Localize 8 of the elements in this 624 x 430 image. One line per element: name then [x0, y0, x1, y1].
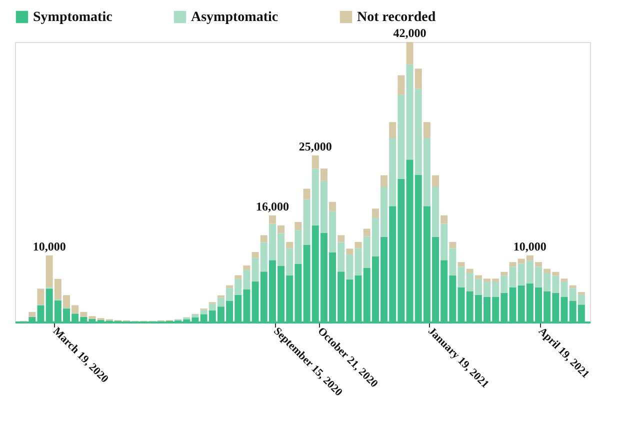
annotation: 42,000: [393, 26, 426, 40]
legend-label: Not recorded: [357, 10, 436, 25]
legend-label: Asymptomatic: [191, 10, 278, 25]
annotation: 16,000: [256, 199, 289, 214]
annotation: 25,000: [298, 139, 332, 154]
annotation: 10,000: [513, 239, 546, 254]
annotation: 10,000: [32, 239, 66, 254]
legend-label: Symptomatic: [33, 10, 112, 25]
